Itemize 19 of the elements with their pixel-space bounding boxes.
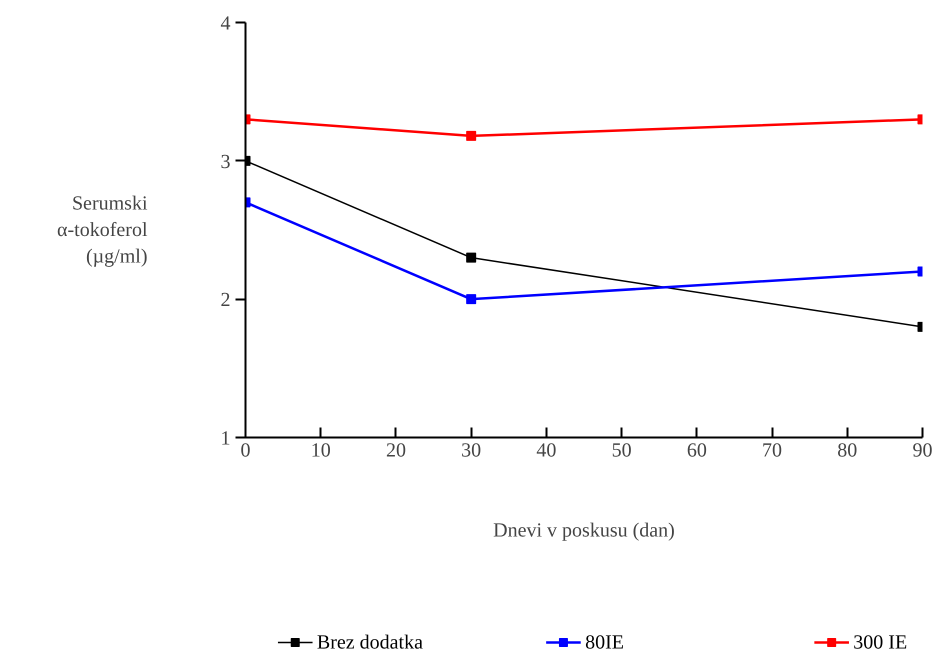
x-tick-label: 70 bbox=[762, 440, 782, 462]
y-tick-label: 4 bbox=[220, 12, 230, 34]
x-tick-label: 90 bbox=[912, 440, 932, 462]
y-tick-label: 3 bbox=[220, 150, 230, 173]
legend-label: Brez dodatka bbox=[316, 632, 424, 654]
y-tick-label: 2 bbox=[220, 289, 230, 312]
x-tick-label: 10 bbox=[310, 440, 331, 462]
x-tick-label: 30 bbox=[461, 440, 482, 462]
x-tick-label: 40 bbox=[536, 440, 556, 462]
x-axis-title: Dnevi v poskusu (dan) bbox=[493, 520, 675, 542]
x-tick-label: 80 bbox=[837, 440, 858, 462]
x-tick-label: 0 bbox=[240, 440, 250, 462]
legend-label: 300 IE bbox=[853, 632, 908, 654]
x-tick-label: 50 bbox=[612, 440, 632, 462]
y-axis-title: Serumski α-tokoferol (µg/ml) bbox=[57, 192, 148, 268]
legend-label: 80IE bbox=[585, 632, 624, 654]
y-tick-label: 1 bbox=[220, 428, 230, 450]
x-tick-label: 20 bbox=[386, 440, 406, 462]
x-tick-label: 60 bbox=[686, 440, 707, 462]
